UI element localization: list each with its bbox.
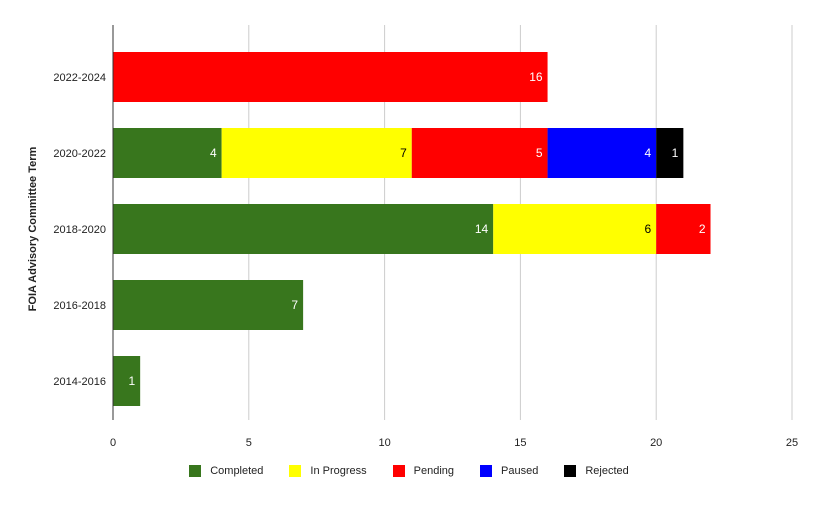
bar-segment — [113, 204, 494, 254]
bar-segment — [113, 52, 548, 102]
data-label: 2 — [699, 222, 706, 236]
legend-swatch — [564, 465, 577, 477]
category-label: 2016-2018 — [53, 300, 106, 312]
data-label: 1 — [128, 374, 135, 388]
data-label: 4 — [210, 146, 217, 160]
legend-item-rejected: Rejected — [564, 465, 629, 477]
bar-segment — [113, 128, 222, 178]
category-label: 2018-2020 — [53, 224, 106, 236]
category-label: 2020-2022 — [53, 148, 106, 160]
x-tick-label: 25 — [786, 437, 798, 449]
category-label: 2014-2016 — [53, 376, 106, 388]
data-label: 1 — [672, 146, 679, 160]
bar-segment — [411, 128, 548, 178]
y-axis-title: FOIA Advisory Committee Term — [27, 146, 39, 311]
bar-segment — [221, 128, 412, 178]
legend-label: Completed — [210, 465, 264, 477]
legend-swatch — [189, 465, 202, 477]
x-tick-label: 10 — [378, 437, 390, 449]
bar-segment — [113, 280, 304, 330]
bar-segment — [656, 204, 711, 254]
x-tick-label: 5 — [246, 437, 252, 449]
data-label: 14 — [475, 222, 489, 236]
x-tick-label: 0 — [110, 437, 116, 449]
data-label: 5 — [536, 146, 543, 160]
legend-item-paused: Paused — [480, 465, 538, 477]
legend-label: Pending — [413, 465, 455, 477]
data-label: 16 — [529, 70, 543, 84]
data-label: 7 — [400, 146, 407, 160]
data-label: 7 — [291, 298, 298, 312]
x-tick-label: 20 — [650, 437, 662, 449]
legend-swatch — [289, 465, 302, 477]
legend-item-completed: Completed — [189, 465, 263, 477]
bar-segment — [113, 356, 141, 406]
legend-label: In Progress — [310, 465, 367, 477]
legend-label: Rejected — [585, 465, 629, 477]
bar-segment — [547, 128, 657, 178]
legend-label: Paused — [501, 465, 539, 477]
bar-segment — [493, 204, 657, 254]
legend-swatch — [480, 465, 493, 477]
legend-swatch — [392, 465, 405, 477]
bar-segment — [656, 128, 684, 178]
legend-item-pending: Pending — [392, 465, 455, 477]
chart-legend: Completed In Progress Pending Paused Rej… — [0, 465, 818, 477]
data-label: 4 — [645, 146, 652, 160]
data-label: 6 — [645, 222, 652, 236]
category-label: 2022-2024 — [53, 72, 106, 84]
legend-item-in-progress: In Progress — [289, 465, 367, 477]
x-tick-label: 15 — [514, 437, 526, 449]
